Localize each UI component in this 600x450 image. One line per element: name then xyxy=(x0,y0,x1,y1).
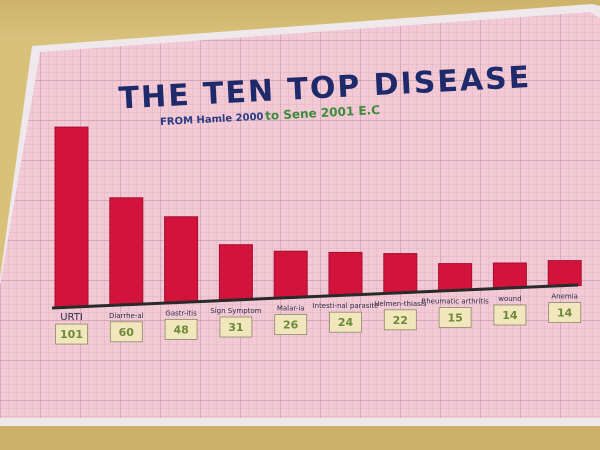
bar-10 xyxy=(547,260,582,287)
bar-1 xyxy=(54,126,89,308)
bar-8 xyxy=(438,263,473,291)
value-label-7: 22 xyxy=(393,314,408,327)
value-box-7 xyxy=(383,309,417,331)
value-box-5 xyxy=(274,314,308,336)
subtitle-from: FROM Hamle 2000 xyxy=(160,112,264,128)
category-label-6: Intesti-nal parasite xyxy=(313,302,379,310)
value-label-8: 15 xyxy=(447,311,462,324)
category-label-5: Malar-ia xyxy=(277,305,305,313)
category-label-4: Sign Symptom xyxy=(210,307,261,315)
value-label-5: 26 xyxy=(283,319,299,332)
bar-7 xyxy=(383,253,418,294)
value-label-1: 101 xyxy=(60,328,83,341)
x-axis-line xyxy=(51,283,579,310)
bar-6 xyxy=(328,251,363,296)
value-box-4 xyxy=(219,316,253,338)
category-label-8: Rheumatic arthritis xyxy=(421,297,489,305)
category-label-3: Gastr-itis xyxy=(165,309,197,317)
bar-2 xyxy=(109,197,144,306)
category-label-1: URTI xyxy=(60,312,83,323)
value-label-6: 24 xyxy=(338,316,354,329)
value-box-1 xyxy=(55,323,88,345)
bar-4 xyxy=(218,244,253,301)
value-box-3 xyxy=(164,318,198,340)
bar-9 xyxy=(492,262,527,289)
value-box-8 xyxy=(438,306,472,328)
category-label-7: Helmen-thiasis xyxy=(374,300,427,308)
bar-3 xyxy=(164,216,199,303)
category-label-2: Diarrhe-al xyxy=(109,312,144,320)
value-box-9 xyxy=(493,304,527,326)
value-label-10: 14 xyxy=(557,307,573,320)
labels-group: URTI 101 Diarrhe-al 60 Gastr-itis 48 Sign Symp… xyxy=(55,293,582,345)
value-box-10 xyxy=(548,302,582,324)
value-label-3: 48 xyxy=(173,323,188,336)
value-label-2: 60 xyxy=(119,326,135,339)
value-label-9: 14 xyxy=(502,309,518,322)
category-label-10: Anemia xyxy=(551,293,578,301)
subtitle-to: to Sene 2001 E.C xyxy=(265,103,381,123)
bar-5 xyxy=(273,250,308,298)
value-box-2 xyxy=(109,321,143,343)
value-box-6 xyxy=(329,311,362,333)
category-label-9: wound xyxy=(498,295,521,303)
value-label-4: 31 xyxy=(228,321,243,334)
